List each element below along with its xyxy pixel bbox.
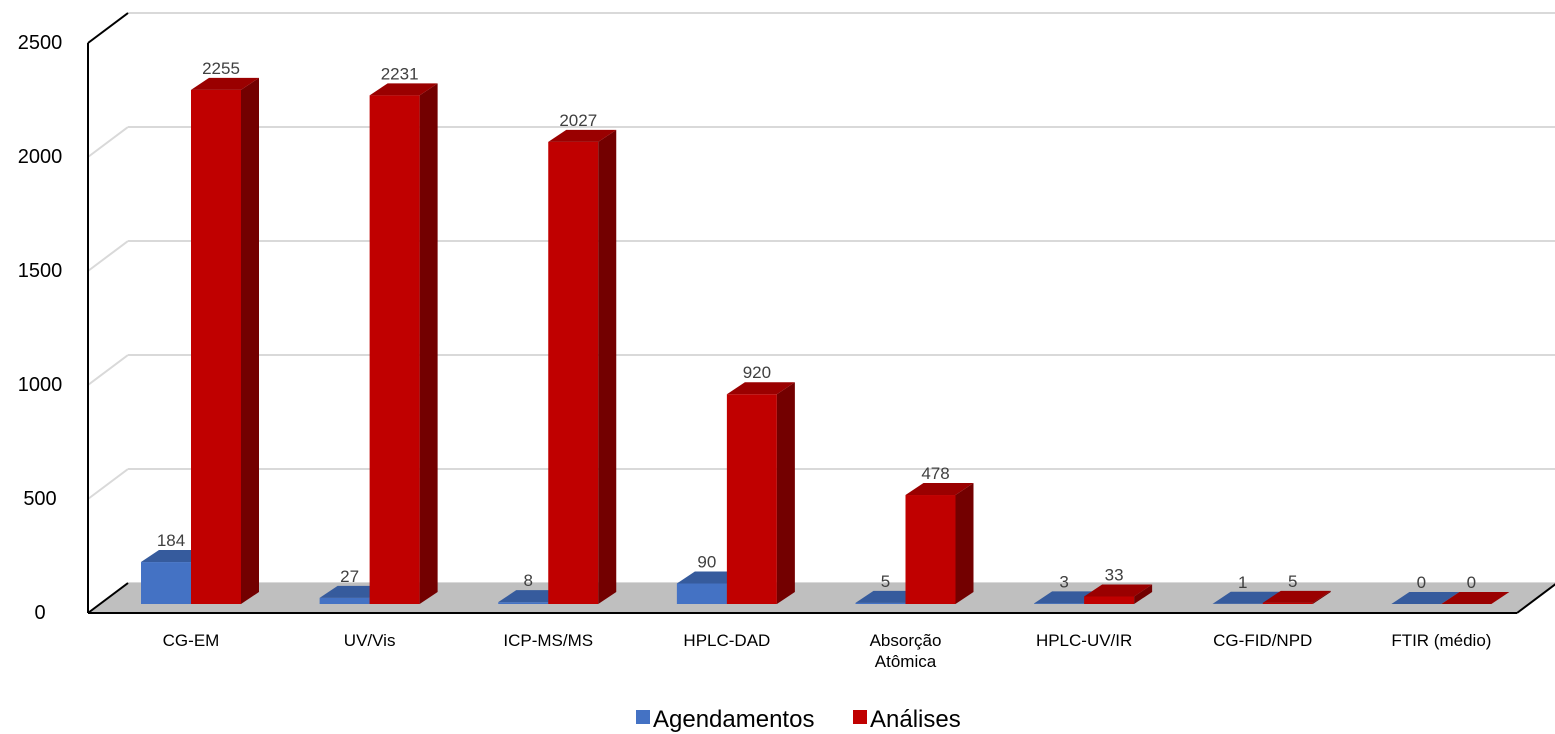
y-tick-label: 1000 <box>18 374 63 396</box>
data-label: 920 <box>743 363 771 382</box>
gridline-diagonal <box>87 354 129 386</box>
y-tick-label: 500 <box>23 488 56 510</box>
bar-front <box>141 562 191 604</box>
bars <box>141 77 1510 605</box>
x-tick-label: HPLC-UV/IR <box>1036 631 1132 650</box>
legend: Agendamentos Análises <box>636 706 961 733</box>
x-tick-label: Absorção Atômica <box>870 631 942 671</box>
data-label: 27 <box>340 567 359 586</box>
bar-front <box>191 89 241 605</box>
data-label: 33 <box>1105 565 1124 584</box>
bar-front <box>676 583 727 604</box>
gridline-diagonal <box>87 126 129 158</box>
bar-top <box>369 83 438 96</box>
bar-side <box>776 382 795 604</box>
data-label: 5 <box>881 572 890 591</box>
data-label: 184 <box>157 531 185 550</box>
bar-top <box>905 483 974 496</box>
bar-top <box>1391 592 1460 604</box>
y-tick-label: 1500 <box>18 260 63 282</box>
data-label: 2027 <box>559 111 597 130</box>
bar-front <box>369 95 420 604</box>
bar-front <box>1262 602 1313 604</box>
legend-label: Agendamentos <box>653 706 814 733</box>
bar-front <box>498 602 549 604</box>
legend-swatch <box>853 710 867 724</box>
x-tick-label: UV/Vis <box>344 631 396 650</box>
x-tick-label: HPLC-DAD <box>683 631 770 650</box>
data-label: 0 <box>1417 573 1426 592</box>
gridlines <box>87 12 1555 614</box>
data-label: 90 <box>697 552 716 571</box>
bar-front <box>726 394 777 604</box>
bar-top <box>1084 584 1153 597</box>
bar-front <box>548 141 599 604</box>
bar-top <box>1212 591 1281 604</box>
data-label: 5 <box>1288 572 1297 591</box>
x-tick-label: CG-FID/NPD <box>1213 631 1312 650</box>
chart-floor <box>88 583 1555 613</box>
bar-side <box>1134 584 1153 604</box>
data-label: 0 <box>1467 573 1476 592</box>
bar-top <box>726 382 795 395</box>
gridline-diagonal <box>87 468 129 500</box>
floor-edge-line <box>87 582 129 614</box>
data-label: 478 <box>921 464 949 483</box>
bar-top <box>548 129 617 142</box>
bar-front <box>855 602 906 604</box>
gridline-diagonal <box>87 240 129 272</box>
bar-side <box>419 83 438 604</box>
y-tick-label: 0 <box>34 602 45 624</box>
bar-top <box>1262 590 1331 603</box>
x-tick-label: CG-EM <box>163 631 220 650</box>
legend-label: Análises <box>870 706 961 733</box>
bar-top <box>1441 592 1510 604</box>
bar-top <box>191 77 259 90</box>
legend-swatch <box>636 710 650 724</box>
bar-side <box>241 77 259 605</box>
bar-front <box>905 495 956 604</box>
bar-side <box>955 483 974 604</box>
x-tick-label: ICP-MS/MS <box>503 631 593 650</box>
y-tick-label: 2500 <box>18 32 63 54</box>
data-label: 3 <box>1059 572 1068 591</box>
x-tick-label: FTIR (médio) <box>1391 631 1491 650</box>
floor-plane <box>88 583 1555 613</box>
y-tick-label: 2000 <box>18 146 63 168</box>
data-label: 8 <box>524 571 533 590</box>
bar-front <box>319 597 370 604</box>
x-axis-depth-line <box>1516 583 1555 614</box>
bar-front <box>1034 603 1085 604</box>
bar-side <box>1312 590 1331 604</box>
data-label: 1 <box>1238 573 1247 592</box>
data-label: 2255 <box>202 59 240 78</box>
bar-side <box>598 129 617 604</box>
data-label: 2231 <box>381 64 419 83</box>
bar-front <box>1084 596 1135 604</box>
y-axis-depth-line <box>87 12 129 44</box>
